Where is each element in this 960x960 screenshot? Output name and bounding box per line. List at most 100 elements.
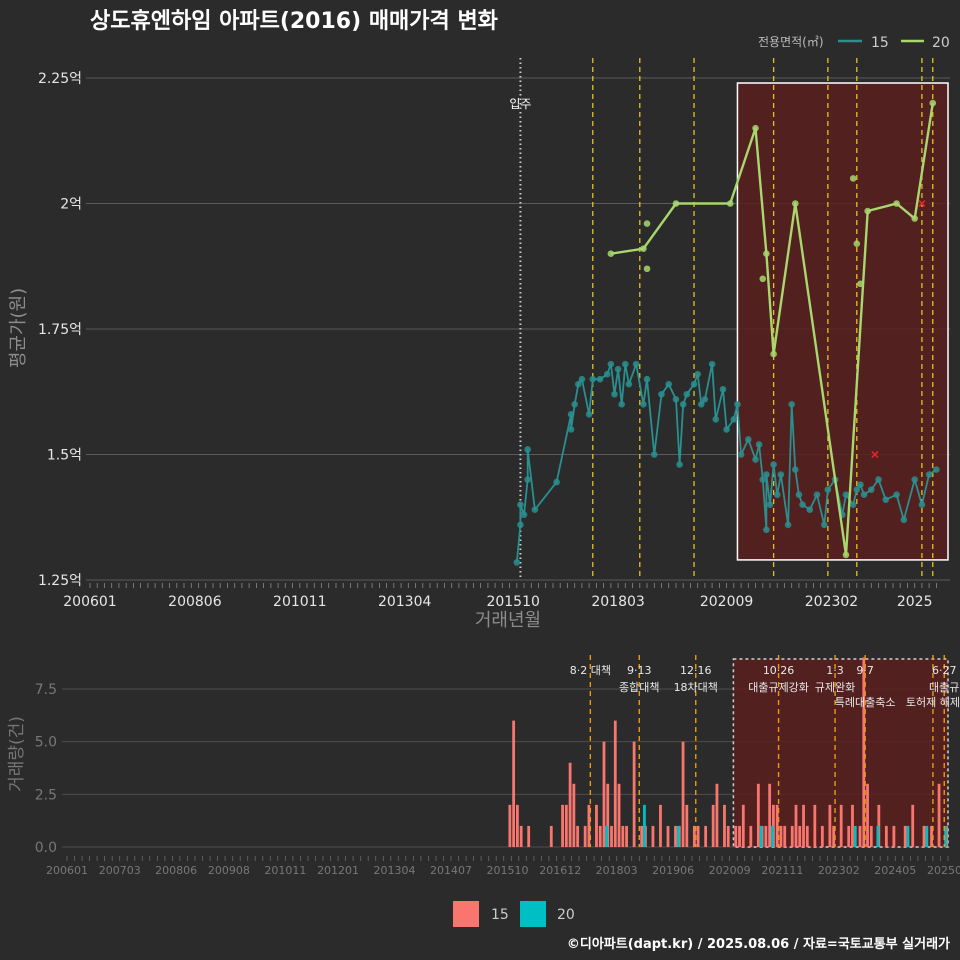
volume-bar-15-58 [828, 804, 832, 847]
legend-label-15: 15 [871, 35, 889, 51]
volume-bar-15-69 [892, 825, 896, 847]
series-15-point-56 [792, 466, 799, 473]
volume-bar-15-66 [869, 825, 873, 847]
cross-mark-0 [918, 199, 926, 208]
series-15-point-35 [697, 401, 705, 408]
series-15-point-76 [918, 501, 926, 509]
volume-bar-15-1 [512, 720, 516, 847]
price-y-tick-label: 1.5억 [47, 448, 82, 464]
volume-x-tick-label: 201612 [539, 864, 581, 877]
volume-bar-15-30 [681, 741, 685, 847]
series-15-point-67 [853, 486, 861, 493]
price-x-tick-label: 202302 [805, 594, 858, 610]
volume-y-tick-label: 7.5 [35, 682, 57, 698]
annotation-detail-1: 종합대책 [619, 681, 659, 694]
volume-bar-15-55 [805, 825, 809, 847]
volume-bar-15-57 [820, 825, 824, 847]
series-15-point-3 [520, 511, 528, 519]
series-15-point-44 [744, 436, 752, 443]
volume-x-tick-label: 201407 [430, 864, 472, 877]
price-x-tick-label: 201510 [486, 594, 539, 610]
annotation-title-7: 6·27 [932, 664, 957, 677]
series-15-point-29 [672, 395, 680, 403]
volume-x-axis: 200601 200703 200806 200908 201011 201201 2013… [46, 856, 960, 877]
volume-x-tick-label: 202405 [874, 864, 916, 877]
volume-bar-15-10 [576, 825, 580, 847]
volume-y-axis-title: 거래량(건) [7, 716, 27, 792]
series-15-point-40 [723, 426, 730, 433]
volume-bar-15-38 [726, 825, 730, 847]
series-15-point-53 [777, 471, 785, 478]
volume-bar-15-33 [696, 825, 700, 847]
volume-bar-15-36 [715, 783, 719, 847]
volume-bar-20-5 [853, 825, 857, 847]
series-15-point-10 [571, 401, 578, 408]
volume-bar-15-12 [587, 804, 591, 847]
price-x-tick-label: 201304 [378, 594, 432, 610]
series-15-point-2 [517, 501, 524, 509]
series-15-point-60 [813, 491, 821, 498]
series-15-point-16 [603, 370, 611, 378]
volume-bar-15-21 [625, 825, 628, 847]
volume-bar-20-3 [759, 825, 763, 847]
volume-bar-15-73 [930, 825, 933, 847]
series-15-point-14 [589, 375, 597, 383]
volume-bar-15-43 [756, 783, 760, 847]
volume-x-minor-ticks [66, 856, 949, 861]
series-15-point-68 [857, 481, 864, 488]
series-15-point-70 [867, 486, 875, 493]
series-20-point-0 [607, 250, 615, 257]
series-15-point-57 [795, 491, 803, 498]
volume-bar-15-34 [704, 825, 708, 847]
volume-bar-15-45 [764, 825, 768, 847]
price-y-tick-label: 1.75억 [38, 322, 82, 338]
volume-bar-15-68 [884, 825, 888, 847]
series-15-point-55 [788, 401, 796, 408]
annotation-title-3: 10·26 [763, 664, 795, 677]
series-15-point-61 [820, 521, 828, 529]
price-panel: 입주 1.25억 1.5억 1.75억 2억 2.25억 200601 200806 201… [8, 58, 950, 631]
series-15-point-46 [755, 441, 763, 448]
volume-bar-15-42 [749, 825, 753, 847]
volume-bar-20-0 [605, 825, 609, 847]
volume-bar-15-4 [527, 825, 531, 847]
series-20-point-7 [792, 200, 799, 207]
volume-bar-15-72 [922, 825, 926, 847]
series-15-point-75 [911, 476, 918, 483]
volume-bar-15-65 [866, 783, 869, 847]
series-15-point-18 [611, 390, 618, 398]
series-15-point-7 [553, 478, 560, 486]
annotation-title-1: 9·13 [627, 664, 652, 677]
volume-bar-15-59 [832, 825, 836, 847]
series-15-point-36 [701, 395, 709, 403]
volume-bar-15-32 [692, 825, 696, 847]
volume-bar-20-6 [876, 825, 880, 847]
volume-bar-15-25 [651, 825, 655, 847]
volume-y-tick-label: 2.5 [35, 787, 57, 803]
price-x-tick-label: 2025 [897, 594, 933, 610]
price-y-tick-label: 2억 [60, 197, 82, 213]
volume-x-tick-label: 200601 [46, 864, 88, 877]
series-15-point-5 [524, 446, 531, 453]
volume-policy-lines [589, 655, 945, 847]
price-x-axis: 200601 200806 201011 201304 201510 201803 2020… [63, 583, 937, 610]
volume-bar-20-4 [771, 825, 774, 847]
series-20-point-6 [770, 350, 777, 358]
annotation-title-0: 8·2 대책 [570, 664, 611, 677]
volume-bar-15-74 [937, 783, 941, 847]
series-15-point-37 [708, 360, 716, 368]
price-x-minor-ticks [89, 583, 937, 588]
volume-bar-15-48 [775, 804, 779, 847]
series-20-point-9 [864, 207, 871, 215]
x-axis-title: 거래년월 [475, 610, 541, 631]
series-15-point-1 [517, 521, 524, 529]
annotation-title-4: 1·3 [826, 664, 844, 677]
volume-bar-15-3 [519, 825, 523, 847]
volume-bar-15-22 [632, 741, 636, 847]
volume-bar-15-31 [685, 804, 689, 847]
credit-text: ©디아파트(dapt.kr) / 2025.08.06 / 자료=국토교통부 실… [567, 936, 950, 952]
price-x-tick-label: 201803 [591, 594, 644, 610]
price-y-tick-label: 2.25억 [38, 71, 82, 87]
volume-bar-20-8 [925, 825, 929, 847]
volume-bar-15-60 [839, 804, 843, 847]
